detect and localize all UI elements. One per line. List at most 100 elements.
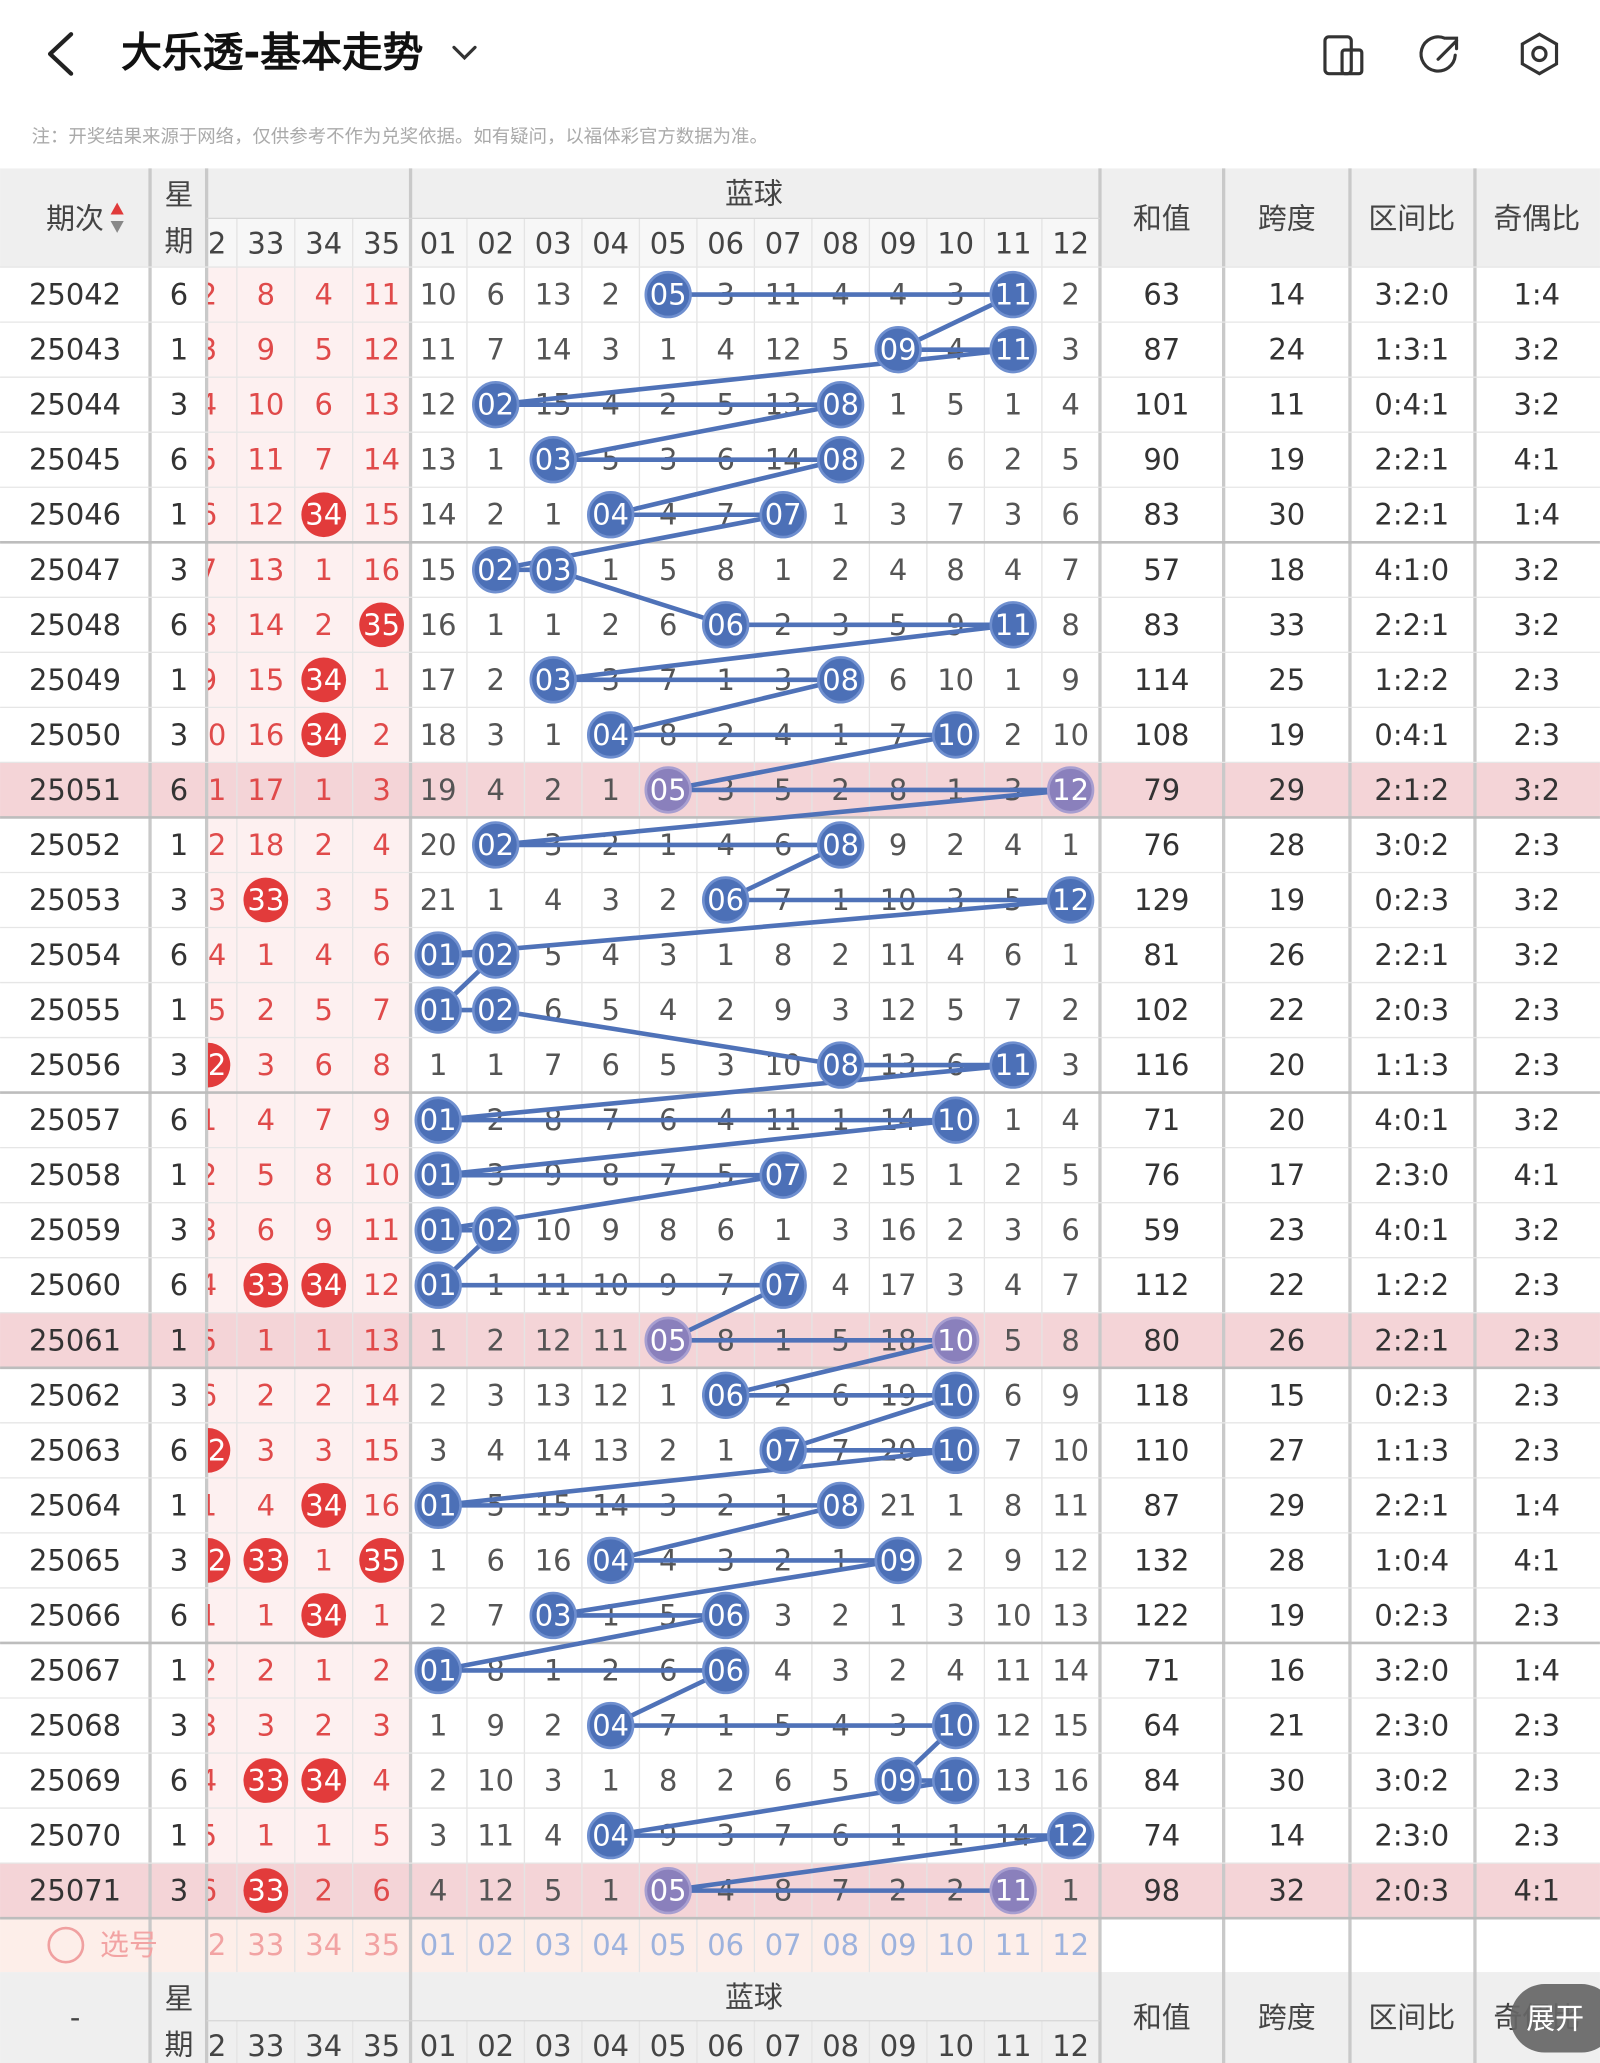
blue-omission: 4 <box>429 1874 447 1908</box>
blue-ball <box>931 1756 980 1805</box>
front-omission: 1 <box>315 1653 333 1687</box>
stat-value: 1:4 <box>1513 1488 1560 1522</box>
stat-value: 27 <box>1268 1433 1305 1467</box>
front-omission: 2 <box>257 1378 275 1412</box>
layout-icon[interactable] <box>1323 35 1364 76</box>
blue-ball <box>644 270 692 319</box>
expand-label[interactable]: 展开 <box>1526 2001 1584 2035</box>
blue-ball-number: 03 <box>535 1598 572 1632</box>
settings-icon[interactable] <box>1520 32 1559 76</box>
front-omission: 4 <box>199 1268 217 1302</box>
stat-header: 奇偶比 <box>1493 201 1580 235</box>
blue-omission: 7 <box>486 1598 504 1632</box>
blue-omission: 6 <box>1004 938 1022 972</box>
blue-omission: 5 <box>1004 1323 1022 1357</box>
blue-omission: 16 <box>880 1213 917 1247</box>
blue-ball-number: 08 <box>822 388 859 422</box>
front-zone-bg <box>206 1147 411 1203</box>
blue-ball <box>644 1866 692 1915</box>
front-zone-bg <box>206 377 411 433</box>
period: 25065 <box>29 1543 121 1577</box>
blue-omission: 3 <box>659 938 677 972</box>
stat-value: 1:4 <box>1513 498 1560 532</box>
blue-omission: 15 <box>880 1158 917 1192</box>
back-button[interactable] <box>47 32 74 76</box>
period: 25049 <box>29 663 121 697</box>
blue-ball-number: 01 <box>420 1158 457 1192</box>
front-column-label: 32 <box>190 2029 227 2063</box>
share-icon[interactable] <box>1419 35 1459 73</box>
front-omission: 17 <box>247 773 284 807</box>
stat-value: 0:4:1 <box>1374 388 1449 422</box>
front-omission: 3 <box>257 1433 275 1467</box>
blue-omission: 4 <box>486 773 504 807</box>
red-ball-number: 33 <box>247 1874 284 1908</box>
blue-omission: 8 <box>659 1764 677 1798</box>
front-omission: 5 <box>199 1323 217 1357</box>
blue-omission: 4 <box>946 1653 964 1687</box>
blue-omission: 2 <box>659 883 677 917</box>
weekday: 1 <box>170 498 188 532</box>
stat-value: 28 <box>1268 828 1305 862</box>
blue-ball <box>931 1096 980 1144</box>
stat-value: 4:1 <box>1513 1158 1560 1192</box>
period: 25042 <box>29 278 121 312</box>
blue-ball <box>529 656 577 704</box>
blue-ball-number: 11 <box>995 1048 1032 1082</box>
blue-ball-number: 06 <box>707 883 744 917</box>
blue-omission: 11 <box>995 1653 1032 1687</box>
title-dropdown[interactable] <box>452 45 477 61</box>
weekday: 6 <box>170 278 188 312</box>
stat-value: 59 <box>1143 1213 1180 1247</box>
stat-header: 区间比 <box>1368 201 1455 235</box>
stat-value: 102 <box>1134 993 1189 1027</box>
front-omission: 1 <box>315 553 333 587</box>
blue-ball-number: 06 <box>707 1653 744 1687</box>
blue-omission: 1 <box>429 1543 447 1577</box>
front-omission: 11 <box>247 443 284 477</box>
blue-ball-number: 08 <box>822 1488 859 1522</box>
stat-value: 90 <box>1143 443 1180 477</box>
red-ball <box>301 712 347 758</box>
front-omission: 4 <box>315 278 333 312</box>
select-label[interactable]: 选号 <box>100 1928 158 1962</box>
stat-value: 3:2 <box>1513 388 1560 422</box>
week-header: 期 <box>165 224 194 258</box>
front-zone-bg <box>206 927 411 983</box>
blue-omission: 14 <box>420 498 457 532</box>
blue-omission: 4 <box>1061 388 1079 422</box>
red-ball <box>301 1262 347 1308</box>
expand-button[interactable] <box>1510 1984 1600 2053</box>
front-omission: 2 <box>315 1378 333 1412</box>
blue-header-bg <box>410 218 1100 268</box>
blue-omission: 2 <box>1004 443 1022 477</box>
stat-value: 11 <box>1268 388 1305 422</box>
front-omission: 8 <box>257 278 275 312</box>
blue-column-label: 04 <box>592 226 629 260</box>
blue-omission: 12 <box>477 1874 514 1908</box>
blue-column-label: 04 <box>592 2029 629 2063</box>
blue-omission: 1 <box>946 1488 964 1522</box>
blue-omission: 1 <box>486 883 504 917</box>
front-omission: 6 <box>199 1378 217 1412</box>
stat-value: 74 <box>1143 1819 1180 1853</box>
period: 25066 <box>29 1598 121 1632</box>
select-toggle[interactable] <box>47 1926 85 1964</box>
front-omission: 1 <box>315 1819 333 1853</box>
blue-omission: 6 <box>716 1213 734 1247</box>
front-omission: 6 <box>199 1874 217 1908</box>
red-ball <box>359 1538 404 1583</box>
blue-omission: 1 <box>544 498 562 532</box>
front-column-label: 35 <box>363 226 400 260</box>
stat-value: 114 <box>1134 663 1189 697</box>
stat-value: 15 <box>1268 1378 1305 1412</box>
blue-column-label: 07 <box>765 226 802 260</box>
stat-value: 1:4 <box>1513 278 1560 312</box>
blue-omission: 3 <box>1061 1048 1079 1082</box>
blue-column-label: 11 <box>995 226 1032 260</box>
weekday: 3 <box>170 718 188 752</box>
blue-omission: 1 <box>544 608 562 642</box>
front-zone-bg <box>206 1202 411 1258</box>
blue-omission: 7 <box>1061 1268 1079 1302</box>
period: 25052 <box>29 828 121 862</box>
